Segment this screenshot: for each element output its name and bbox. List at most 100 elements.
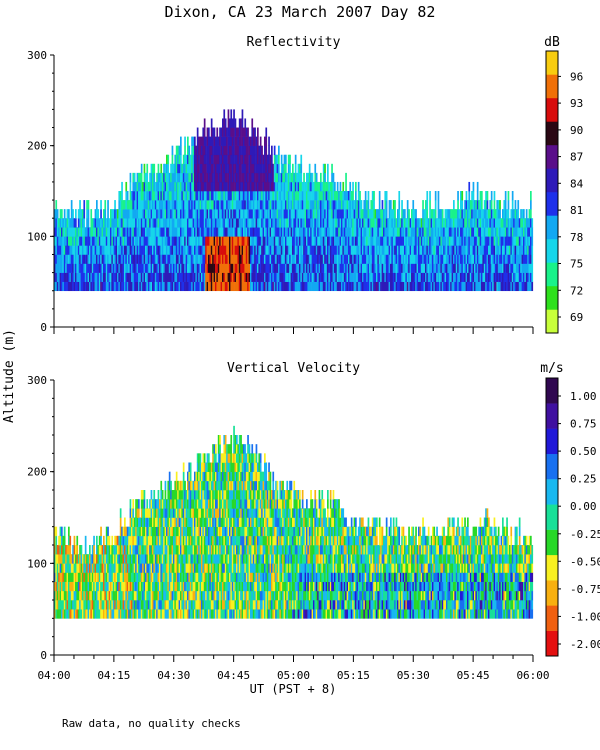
heatmap-cell bbox=[292, 181, 294, 192]
heatmap-cell bbox=[416, 254, 419, 264]
heatmap-cell bbox=[252, 163, 255, 174]
heatmap-cell bbox=[237, 209, 240, 219]
heatmap-cell bbox=[198, 145, 200, 156]
heatmap-cell bbox=[248, 245, 251, 255]
heatmap-cell bbox=[125, 554, 128, 564]
heatmap-cell bbox=[192, 136, 195, 146]
heatmap-cell bbox=[457, 227, 459, 237]
heatmap-cell bbox=[139, 281, 142, 292]
heatmap-cell bbox=[189, 154, 192, 165]
heatmap-cell bbox=[150, 554, 153, 564]
heatmap-cell bbox=[108, 609, 111, 619]
heatmap-cell bbox=[55, 535, 58, 546]
heatmap-cell bbox=[345, 209, 347, 219]
heatmap-cell bbox=[362, 245, 364, 255]
heatmap-cell bbox=[378, 227, 381, 237]
heatmap-cell bbox=[474, 254, 476, 264]
heatmap-cell bbox=[150, 209, 153, 219]
heatmap-cell bbox=[125, 209, 128, 219]
heatmap-cell bbox=[118, 545, 121, 555]
heatmap-cell bbox=[423, 281, 426, 292]
heatmap-cell bbox=[223, 263, 226, 273]
heatmap-cell bbox=[83, 590, 86, 601]
heatmap-cell bbox=[154, 545, 157, 555]
heatmap-cell bbox=[469, 236, 472, 246]
heatmap-cell bbox=[159, 181, 161, 192]
heatmap-cell bbox=[297, 281, 300, 292]
heatmap-cell bbox=[462, 272, 465, 282]
heatmap-cell bbox=[328, 227, 331, 237]
heatmap-cell bbox=[243, 227, 245, 237]
heatmap-cell bbox=[265, 218, 268, 228]
heatmap-cell bbox=[325, 181, 328, 192]
heatmap-cell bbox=[66, 609, 69, 619]
heatmap-cell bbox=[429, 236, 431, 246]
heatmap-cell bbox=[510, 227, 513, 237]
heatmap-cell bbox=[514, 245, 517, 255]
heatmap-cell bbox=[262, 200, 265, 210]
heatmap-cell bbox=[238, 254, 241, 264]
heatmap-cell bbox=[132, 200, 135, 210]
heatmap-cell bbox=[147, 572, 150, 582]
heatmap-cell bbox=[160, 263, 163, 273]
heatmap-cell bbox=[262, 163, 265, 174]
heatmap-cell bbox=[348, 227, 350, 237]
heatmap-cell bbox=[359, 245, 361, 255]
heatmap-cell bbox=[376, 263, 378, 273]
heatmap-cell bbox=[496, 218, 499, 228]
heatmap-cell bbox=[255, 209, 258, 219]
heatmap-cell bbox=[73, 590, 76, 601]
heatmap-cell bbox=[265, 127, 268, 137]
heatmap-cell bbox=[313, 218, 315, 228]
heatmap-cell bbox=[486, 254, 489, 264]
heatmap-cell bbox=[110, 245, 112, 255]
heatmap-cell bbox=[115, 545, 118, 555]
heatmap-cell bbox=[87, 263, 90, 273]
heatmap-cell bbox=[174, 254, 177, 264]
heatmap-cell bbox=[175, 218, 178, 228]
heatmap-cell bbox=[105, 535, 108, 546]
heatmap-cell bbox=[447, 236, 450, 246]
heatmap-cell bbox=[294, 163, 297, 174]
heatmap-cell bbox=[76, 609, 79, 619]
heatmap-cell bbox=[244, 118, 247, 128]
heatmap-cell bbox=[499, 227, 501, 237]
heatmap-cell bbox=[299, 200, 301, 210]
heatmap-cell bbox=[199, 181, 202, 192]
heatmap-cell bbox=[364, 281, 367, 292]
heatmap-cell bbox=[59, 281, 62, 292]
heatmap-cell bbox=[331, 227, 333, 237]
heatmap-cell bbox=[237, 127, 240, 137]
heatmap-cell bbox=[469, 281, 472, 292]
heatmap-cell bbox=[132, 581, 135, 592]
heatmap-cell bbox=[159, 245, 161, 255]
heatmap-cell bbox=[345, 281, 347, 292]
heatmap-cell bbox=[178, 181, 181, 192]
heatmap-cell bbox=[429, 218, 431, 228]
heatmap-cell bbox=[483, 254, 486, 264]
heatmap-cell bbox=[178, 263, 181, 273]
heatmap-cell bbox=[332, 181, 335, 192]
heatmap-cell bbox=[471, 281, 473, 292]
heatmap-cell bbox=[429, 191, 431, 201]
heatmap-cell bbox=[125, 200, 128, 210]
heatmap-cell bbox=[192, 163, 195, 174]
heatmap-cell bbox=[324, 191, 326, 201]
heatmap-cell bbox=[437, 281, 440, 292]
heatmap-cell bbox=[273, 281, 276, 292]
heatmap-cell bbox=[209, 145, 212, 156]
heatmap-cell bbox=[202, 154, 205, 165]
heatmap-cell bbox=[450, 281, 452, 292]
heatmap-cell bbox=[112, 236, 115, 246]
heatmap-cell bbox=[531, 254, 534, 264]
heatmap-cell bbox=[54, 254, 56, 264]
heatmap-cell bbox=[275, 254, 277, 264]
heatmap-cell bbox=[500, 245, 503, 255]
heatmap-cell bbox=[234, 172, 237, 183]
heatmap-cell bbox=[110, 272, 112, 282]
heatmap-cell bbox=[422, 254, 424, 264]
heatmap-cell bbox=[63, 272, 66, 282]
heatmap-cell bbox=[296, 181, 298, 192]
heatmap-cell bbox=[69, 535, 72, 546]
heatmap-cell bbox=[404, 254, 406, 264]
